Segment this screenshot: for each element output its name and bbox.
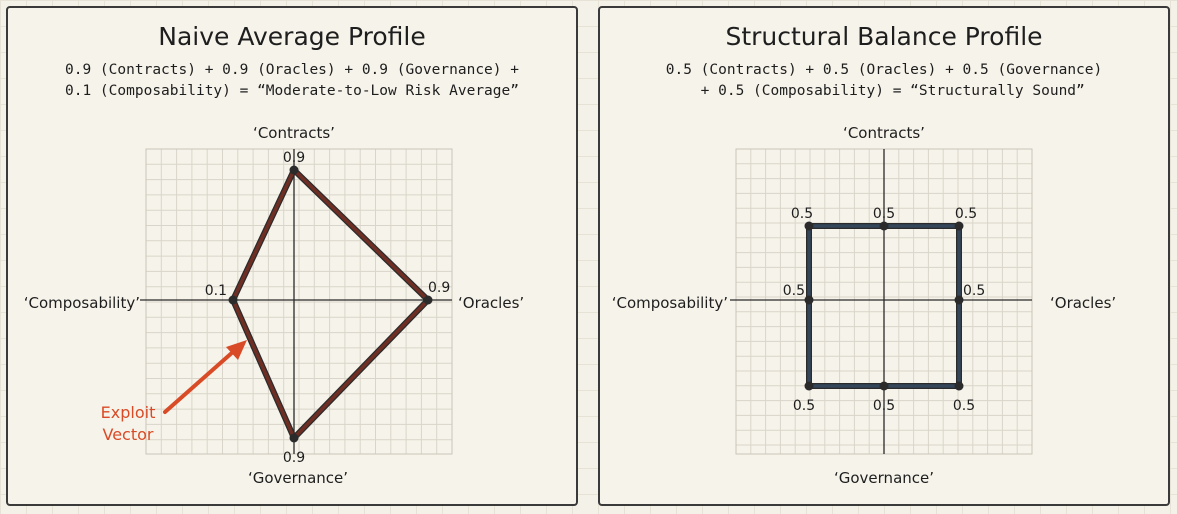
structural-radar-diagram: ‘Contracts’ ‘Oracles’ ‘Governance’ ‘Comp… — [612, 124, 1116, 487]
naive-oracles-point — [423, 295, 433, 305]
naive-axis-oracles: ‘Oracles’ — [458, 294, 524, 312]
naive-contracts-point — [289, 165, 299, 175]
structural-point-top-center — [879, 221, 889, 231]
structural-axis-governance: ‘Governance’ — [834, 469, 934, 487]
structural-value-mid-left: 0.5 — [783, 283, 805, 299]
naive-axis-composability: ‘Composability’ — [24, 294, 140, 312]
naive-composability-point — [228, 295, 238, 305]
structural-axis-composability: ‘Composability’ — [612, 294, 728, 312]
naive-value-contracts: 0.9 — [283, 150, 305, 166]
structural-point-mid-left — [804, 295, 814, 305]
structural-value-bottom-left: 0.5 — [793, 398, 815, 414]
naive-formula-line1: 0.9 (Contracts) + 0.9 (Oracles) + 0.9 (G… — [65, 62, 519, 78]
naive-formula-line2: 0.1 (Composability) = “Moderate-to-Low R… — [65, 83, 519, 99]
structural-point-bottom-left — [804, 381, 814, 391]
structural-profile-title: Structural Balance Profile — [725, 22, 1043, 51]
structural-profile-panel: Structural Balance Profile 0.5 (Contract… — [598, 6, 1170, 506]
naive-formula: 0.9 (Contracts) + 0.9 (Oracles) + 0.9 (G… — [8, 60, 576, 102]
structural-value-bottom-right: 0.5 — [953, 398, 975, 414]
structural-formula: 0.5 (Contracts) + 0.5 (Oracles) + 0.5 (G… — [600, 60, 1168, 102]
exploit-arrow-shaft — [163, 349, 236, 414]
naive-profile-title: Naive Average Profile — [158, 22, 426, 51]
structural-point-bottom-right — [954, 381, 964, 391]
naive-profile-panel: Naive Average Profile 0.9 (Contracts) + … — [6, 6, 578, 506]
naive-axis-governance: ‘Governance’ — [248, 469, 348, 487]
structural-axis-oracles: ‘Oracles’ — [1050, 294, 1116, 312]
structural-value-mid-right: 0.5 — [963, 283, 985, 299]
naive-grid-border — [145, 148, 453, 455]
naive-value-oracles: 0.9 — [428, 280, 450, 296]
exploit-label-line1: Exploit — [101, 403, 156, 422]
structural-point-top-right — [954, 221, 964, 231]
structural-value-top-left: 0.5 — [791, 206, 813, 222]
naive-axis-contracts: ‘Contracts’ — [253, 124, 335, 142]
exploit-arrow-head — [226, 340, 247, 360]
exploit-label-line2: Vector — [103, 425, 154, 444]
structural-axis-contracts: ‘Contracts’ — [843, 124, 925, 142]
structural-point-top-left — [804, 221, 814, 231]
structural-formula-line2: + 0.5 (Composability) = “Structurally So… — [683, 83, 1085, 99]
structural-value-bottom-center: 0.5 — [873, 398, 895, 414]
structural-point-mid-right — [954, 295, 964, 305]
naive-value-governance: 0.9 — [283, 450, 305, 466]
naive-governance-point — [289, 433, 299, 443]
structural-value-top-center: 0.5 — [873, 206, 895, 222]
naive-value-composability: 0.1 — [205, 283, 227, 299]
naive-radar-diagram: ‘Contracts’ ‘Oracles’ ‘Governance’ ‘Comp… — [24, 124, 524, 487]
structural-formula-line1: 0.5 (Contracts) + 0.5 (Oracles) + 0.5 (G… — [665, 62, 1103, 78]
structural-point-bottom-center — [879, 381, 889, 391]
structural-value-top-right: 0.5 — [955, 206, 977, 222]
naive-grid — [145, 148, 453, 454]
